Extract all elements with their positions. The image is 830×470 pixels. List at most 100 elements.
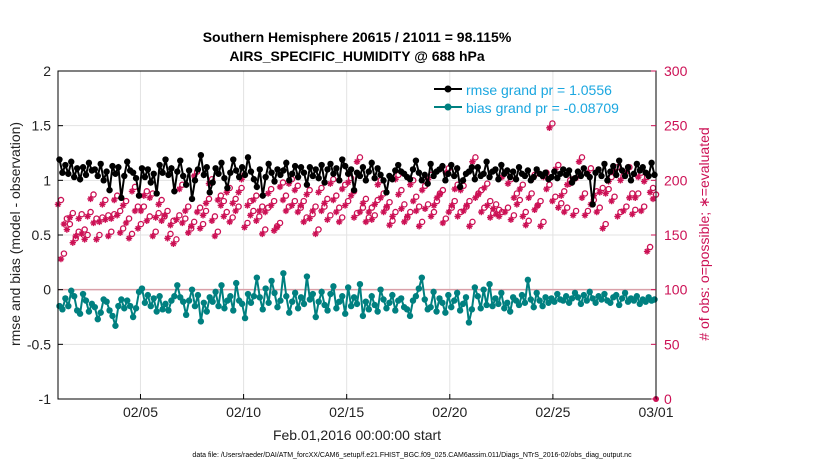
obs-evaluated-point [244, 202, 251, 209]
rmse-point [330, 170, 337, 177]
rmse-point [445, 170, 452, 177]
obs-evaluated-point [312, 230, 319, 238]
rmse-point [112, 170, 119, 177]
obs-evaluated-point [226, 218, 233, 226]
obs-evaluated-point [421, 205, 429, 212]
obs-possible-point [140, 203, 148, 210]
rmse-point [209, 179, 216, 186]
obs-possible-point [220, 197, 228, 205]
obs-possible-point [596, 204, 604, 211]
plot-layer [54, 120, 660, 402]
bias-point [536, 297, 543, 304]
obs-possible-point [282, 192, 290, 199]
rmse-point [624, 164, 632, 171]
bias-point [342, 310, 349, 317]
obs-possible-point [315, 226, 322, 233]
obs-possible-point [537, 197, 544, 205]
rmse-point [530, 173, 537, 181]
bias-point [486, 281, 493, 288]
bias-point [353, 300, 361, 308]
obs-evaluated-point [454, 213, 461, 220]
bias-point [294, 305, 302, 312]
rmse-point [94, 172, 101, 180]
obs-evaluated-point [259, 230, 266, 238]
obs-possible-point [119, 225, 127, 232]
bias-point [462, 294, 470, 301]
rmse-point [409, 166, 417, 173]
obs-possible-point [176, 212, 183, 219]
obs-evaluated-point [546, 124, 553, 132]
rmse-point [571, 174, 579, 182]
obs-possible-point [632, 206, 639, 214]
obs-evaluated-point [152, 214, 159, 221]
bias-point [115, 302, 122, 310]
obs-evaluated-point [643, 248, 651, 255]
bias-point [568, 295, 576, 302]
obs-possible-point [84, 231, 91, 239]
bias-point [377, 286, 384, 293]
rmse-point [356, 172, 364, 180]
obs-possible-point [125, 215, 133, 222]
obs-evaluated-point [501, 208, 509, 216]
bias-point [365, 306, 372, 313]
obs-possible-point [587, 165, 595, 172]
obs-evaluated-point [389, 213, 396, 220]
obs-possible-point [244, 219, 251, 227]
rmse-point [71, 173, 78, 181]
rmse-point [627, 177, 635, 184]
bias-point [65, 302, 72, 310]
rmse-point [238, 164, 246, 171]
y-tick-label-2: 0 [43, 282, 51, 298]
bias-point [241, 314, 249, 322]
obs-evaluated-point [415, 223, 423, 230]
rmse-point [118, 194, 125, 202]
rmse-point [421, 171, 428, 179]
rmse-point [548, 173, 555, 181]
obs-evaluated-point [262, 208, 269, 216]
bias-point [403, 306, 411, 313]
bias-point [306, 296, 314, 303]
bias-point [233, 279, 240, 287]
obs-evaluated-point [99, 201, 106, 208]
rmse-point [551, 168, 558, 175]
obs-possible-point [356, 154, 364, 161]
bias-point [97, 309, 104, 316]
rmse-point [471, 176, 479, 183]
obs-evaluated-point [410, 197, 417, 205]
rmse-point [621, 172, 629, 180]
obs-possible-point [442, 215, 450, 222]
y2-tick-label-2: 100 [664, 282, 688, 298]
obs-possible-point [415, 203, 423, 210]
obs-possible-point [232, 195, 239, 203]
obs-possible-point [469, 218, 476, 226]
rmse-point [324, 166, 331, 173]
x-tick-label-4: 02/25 [535, 404, 570, 420]
bias-point [191, 302, 199, 310]
rmse-point [91, 166, 99, 173]
obs-evaluated-point [297, 202, 304, 209]
obs-possible-point [549, 120, 556, 127]
obs-evaluated-point [578, 194, 586, 202]
rmse-point [206, 189, 213, 196]
obs-evaluated-point [81, 236, 88, 243]
bias-point [383, 305, 390, 312]
bias-point [262, 285, 269, 292]
obs-evaluated-point [380, 208, 387, 216]
obs-possible-point [504, 204, 512, 211]
bias-point [651, 296, 658, 303]
y2-tick-label-3: 150 [664, 227, 688, 243]
bias-point [124, 297, 131, 304]
bias-point [82, 297, 90, 304]
bias-point [218, 282, 225, 289]
obs-evaluated-point [282, 207, 290, 215]
bias-point [583, 297, 590, 304]
y2-tick-label-0: 0 [664, 391, 672, 407]
bias-point [112, 322, 119, 329]
bias-point [418, 274, 426, 281]
obs-evaluated-point [291, 186, 299, 194]
bias-point [138, 285, 146, 292]
obs-possible-point [205, 195, 213, 203]
obs-possible-point [196, 204, 204, 211]
obs-evaluated-point [469, 158, 476, 165]
rmse-point [630, 170, 638, 177]
